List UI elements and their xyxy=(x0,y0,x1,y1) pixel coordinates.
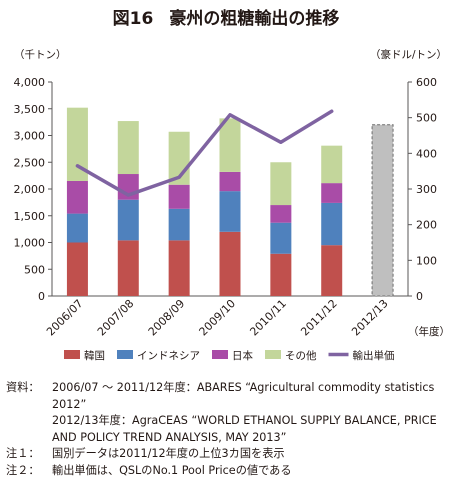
bar-segment xyxy=(117,121,139,175)
bar-total-2012-13 xyxy=(371,124,394,297)
x-tick-label: 2008/09 xyxy=(146,297,188,339)
x-tick-label: 2012/13 xyxy=(349,297,391,339)
legend-swatch xyxy=(265,350,281,359)
bar-segment xyxy=(219,231,241,296)
bar-segment xyxy=(270,222,292,254)
right-tick-label: 0 xyxy=(416,290,423,303)
legend-label: その他 xyxy=(285,349,317,362)
bar-segment xyxy=(321,145,343,184)
source-note-line-2: 2012/13年度：AgraCEAS “WORLD ETHANOL SUPPLY… xyxy=(52,414,437,444)
legend-label: 韓国 xyxy=(84,350,105,362)
bar-segment xyxy=(270,162,292,206)
notes-section: 資料： 2006/07 ～ 2011/12年度：ABARES “Agricult… xyxy=(6,380,448,479)
right-tick-label: 100 xyxy=(416,254,437,267)
bar-segment xyxy=(219,191,241,232)
bar-segment xyxy=(66,180,88,214)
bar-segment xyxy=(321,245,343,296)
right-tick-label: 200 xyxy=(416,219,437,232)
left-tick-label: 2,500 xyxy=(14,156,46,169)
right-tick-label: 300 xyxy=(416,183,437,196)
bar-segment xyxy=(219,171,241,192)
bar-segment xyxy=(66,242,88,296)
x-tick-label: 2010/11 xyxy=(247,297,289,339)
chart-title: 図16 豪州の粗糖輸出の推移 xyxy=(0,4,452,29)
x-tick-label: 2007/08 xyxy=(95,297,137,339)
right-tick-label: 400 xyxy=(416,147,437,160)
legend-label: インドネシア xyxy=(137,350,200,362)
left-tick-label: 500 xyxy=(24,263,45,276)
left-tick-label: 1,000 xyxy=(14,237,46,250)
left-tick-label: 0 xyxy=(38,290,45,303)
x-tick-label: 2011/12 xyxy=(298,297,340,339)
bar-segment xyxy=(321,202,343,246)
export-unit-price-line xyxy=(75,109,334,197)
legend-swatch xyxy=(212,350,228,359)
left-tick-label: 2,000 xyxy=(14,183,46,196)
legend-label: 輸出単価 xyxy=(353,349,395,362)
right-axis-unit: （豪ドル/トン） xyxy=(370,48,447,61)
left-tick-label: 3,500 xyxy=(14,103,46,116)
x-tick-label: 2006/07 xyxy=(44,297,86,339)
note-2: 注２： 輸出単価は、QSLのNo.1 Pool Priceの値である xyxy=(6,463,448,480)
note-1-text: 国別データは2011/12年度の上位3カ国を表示 xyxy=(52,447,285,460)
bar-segment xyxy=(117,240,139,296)
bar-segment xyxy=(168,240,190,296)
chart-canvas: （千トン） （豪ドル/トン） （年度） 0 500 1,000 1,500 2,000 2… xyxy=(14,48,451,362)
left-tick-label: 3,000 xyxy=(14,130,46,143)
bar-segment xyxy=(270,205,292,223)
note-1: 注１： 国別データは2011/12年度の上位3カ国を表示 xyxy=(6,446,448,463)
bar-segment xyxy=(66,107,88,181)
bar-segment xyxy=(270,253,292,296)
left-tick-label: 1,500 xyxy=(14,210,46,223)
source-note: 資料： 2006/07 ～ 2011/12年度：ABARES “Agricult… xyxy=(6,380,448,413)
source-note-line-1: 2006/07 ～ 2011/12年度：ABARES “Agricultural… xyxy=(52,381,435,411)
legend-swatch xyxy=(117,350,133,359)
legend-label: 日本 xyxy=(232,349,253,362)
bar-segment xyxy=(168,184,190,209)
left-axis-unit: （千トン） xyxy=(14,49,67,61)
right-tick-label: 600 xyxy=(416,76,437,89)
legend: 韓国 インドネシア 日本 その他 輸出単価 xyxy=(64,349,395,362)
bar-segment xyxy=(219,118,241,172)
x-tick-label: 2009/10 xyxy=(197,297,239,339)
bar-segment xyxy=(66,213,88,243)
bar-segment xyxy=(321,183,343,203)
x-axis-unit: （年度） xyxy=(408,325,450,338)
note-1-key: 注１： xyxy=(6,447,40,460)
title-text: 豪州の粗糖輸出の推移 xyxy=(169,9,340,29)
bar-segment xyxy=(117,199,139,241)
right-tick-label: 500 xyxy=(416,112,437,125)
note-2-key: 注２： xyxy=(6,463,40,477)
figure-number: 図16 xyxy=(112,9,154,29)
note-2-text: 輸出単価は、QSLのNo.1 Pool Priceの値である xyxy=(52,463,292,477)
source-note-key: 資料： xyxy=(6,381,40,394)
legend-swatch xyxy=(64,350,80,359)
left-tick-label: 4,000 xyxy=(14,76,46,89)
bar-segment xyxy=(168,208,190,241)
